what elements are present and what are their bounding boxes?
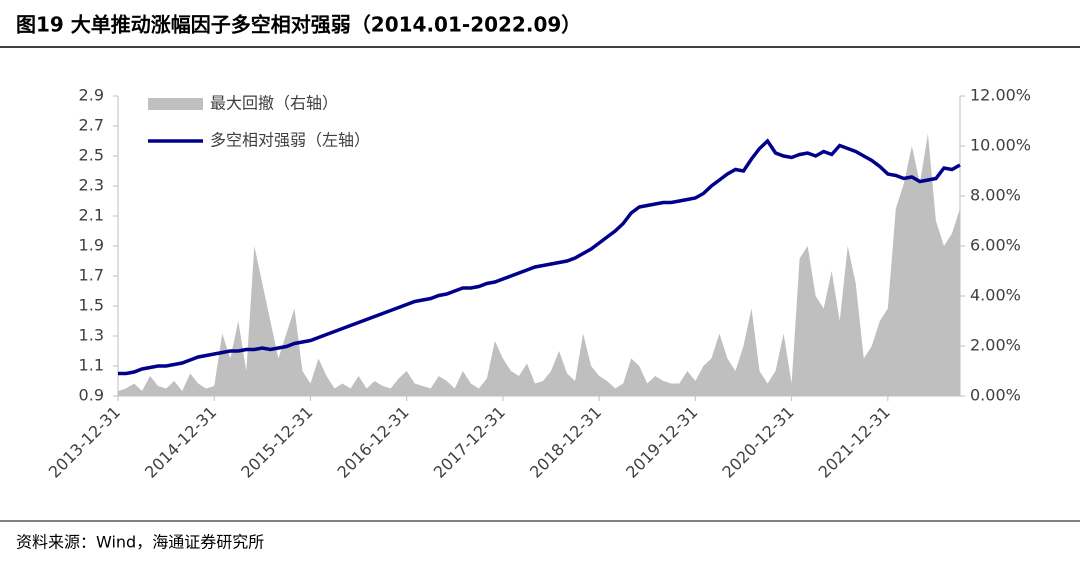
y-tick-label: 1.5	[79, 296, 104, 315]
y2-tick-label: 0.00%	[970, 386, 1021, 405]
y-tick-label: 2.3	[79, 176, 104, 195]
y-tick-label: 0.9	[79, 386, 104, 405]
x-tick-label: 2015-12-31	[237, 403, 316, 482]
y-tick-label: 1.3	[79, 326, 104, 345]
x-tick-label: 2020-12-31	[718, 403, 797, 482]
line	[118, 138, 961, 376]
source: 资料来源：Wind，海通证券研究所	[16, 533, 264, 552]
y-tick-label: 2.9	[79, 86, 104, 105]
y-tick-label: 2.5	[79, 146, 104, 165]
y-tick-label: 2.7	[79, 116, 104, 135]
x-tick-label: 2019-12-31	[622, 403, 701, 482]
x-tick-label: 2017-12-31	[430, 403, 509, 482]
y-tick-label: 1.7	[79, 266, 104, 285]
x-tick-label: 2016-12-31	[334, 403, 413, 482]
legend-label: 多空相对强弱（左轴）	[210, 131, 370, 150]
y2-tick-label: 10.00%	[970, 136, 1031, 155]
y-tick-label: 1.1	[79, 356, 104, 375]
area	[118, 133, 960, 396]
y2-tick-label: 6.00%	[970, 236, 1021, 255]
legend-swatch	[148, 98, 203, 110]
x-tick-label: 2013-12-31	[45, 403, 124, 482]
legend-label: 最大回撤（右轴）	[210, 94, 338, 113]
y2-tick-label: 2.00%	[970, 336, 1021, 355]
x-tick-label: 2018-12-31	[526, 403, 605, 482]
y2-tick-label: 12.00%	[970, 86, 1031, 105]
y-tick-label: 1.9	[79, 236, 104, 255]
chart-title: 图19 大单推动涨幅因子多空相对强弱（2014.01-2022.09）	[16, 13, 581, 37]
y2-tick-label: 8.00%	[970, 186, 1021, 205]
x-tick-label: 2014-12-31	[141, 403, 220, 482]
y2-tick-label: 4.00%	[970, 286, 1021, 305]
x-tick-label: 2021-12-31	[815, 403, 894, 482]
y-tick-label: 2.1	[79, 206, 104, 225]
